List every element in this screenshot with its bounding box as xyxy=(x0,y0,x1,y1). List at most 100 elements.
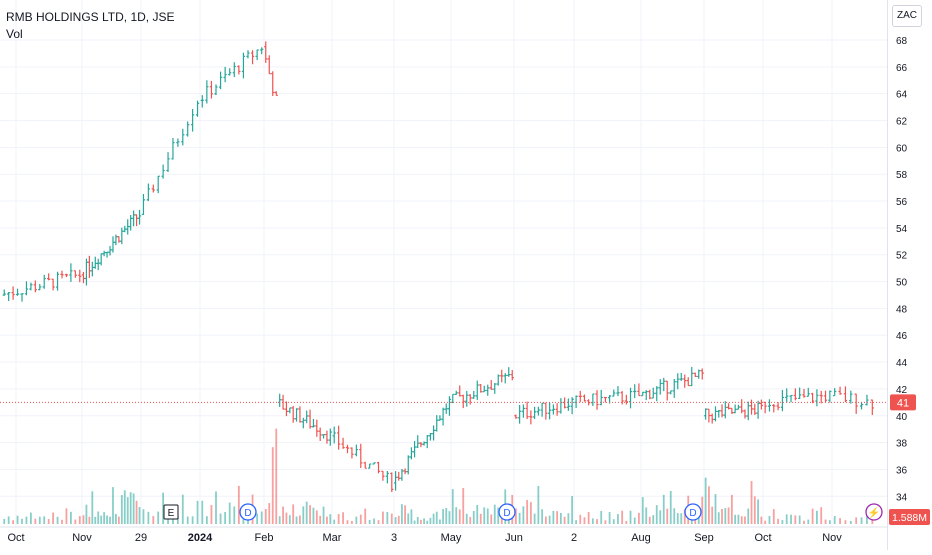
ohlc-bar xyxy=(655,386,659,402)
volume-bar xyxy=(233,506,236,524)
split-marker-circle[interactable] xyxy=(865,503,883,521)
x-tick-label: Sep xyxy=(694,532,714,544)
symbol-title[interactable]: RMB HOLDINGS LTD, 1D, JSE xyxy=(6,10,175,24)
volume-bar xyxy=(181,494,184,524)
ohlc-bar xyxy=(7,292,11,302)
volume-bar xyxy=(432,513,435,524)
dividend-marker-circle[interactable] xyxy=(684,503,702,521)
price-badges: 41 1.588M xyxy=(0,394,930,525)
volume-bar xyxy=(275,428,278,524)
x-tick-label: Nov xyxy=(822,532,842,544)
volume-bar xyxy=(608,511,611,524)
volume-bar xyxy=(563,516,566,524)
ohlc-bar xyxy=(819,390,823,404)
earnings-marker-label[interactable]: E xyxy=(168,508,175,519)
dividend-event-marker[interactable]: D xyxy=(684,503,702,521)
ohlc-bar xyxy=(458,385,462,397)
ohlc-bar xyxy=(228,68,232,76)
ohlc-bar xyxy=(859,402,864,410)
ohlc-bar xyxy=(29,282,33,291)
dividend-marker-label[interactable]: D xyxy=(244,508,251,519)
volume-bar xyxy=(237,485,240,524)
ohlc-bar xyxy=(540,402,544,417)
volume-bar xyxy=(423,518,425,524)
ohlc-bar xyxy=(24,281,29,296)
ohlc-bar xyxy=(815,389,819,407)
volume-bar xyxy=(855,517,858,524)
volume-bar xyxy=(680,513,683,524)
axis-labels: 34 36 38 40 42 44 46 48 50 52 54 56 58 60 62 64 66 68 Oct N… xyxy=(7,36,907,544)
volume-bar xyxy=(472,511,475,524)
ohlc-bar xyxy=(134,214,139,227)
split-event-marker[interactable]: ⚡ xyxy=(865,503,883,521)
ohlc-bar xyxy=(250,50,255,65)
volume-bar xyxy=(224,511,227,524)
ohlc-bar xyxy=(186,121,190,137)
y-tick-label: 60 xyxy=(896,143,908,154)
dividend-marker-label[interactable]: D xyxy=(503,508,510,519)
volume-bar xyxy=(74,519,77,524)
volume-bar xyxy=(490,514,493,524)
volume-bar xyxy=(575,520,577,524)
volume-bar xyxy=(382,511,384,524)
volume-bar xyxy=(368,519,371,524)
volume-bar xyxy=(355,516,358,524)
dividend-marker-label[interactable]: D xyxy=(689,508,696,519)
dividend-marker-circle[interactable] xyxy=(239,503,257,521)
volume-bar xyxy=(115,513,117,524)
ohlc-bar xyxy=(181,128,185,146)
volume-bar xyxy=(673,508,676,524)
ohlc-bar xyxy=(403,468,407,475)
volume-bar xyxy=(629,510,632,524)
ohlc-bar xyxy=(482,385,486,393)
volume-bar xyxy=(526,500,529,524)
dividend-event-marker[interactable]: D xyxy=(239,503,257,521)
last-price-badge: 41 xyxy=(897,397,909,409)
volume-bar xyxy=(404,505,406,524)
ohlc-bar xyxy=(267,55,271,75)
ohlc-bar xyxy=(772,403,776,413)
event-markers[interactable]: E D D D ⚡ xyxy=(163,503,883,521)
ohlc-bars xyxy=(2,41,874,492)
volume-indicator-label[interactable]: Vol xyxy=(6,27,23,41)
ohlc-bar xyxy=(451,393,455,404)
ohlc-bar xyxy=(78,269,82,283)
volume-bar xyxy=(790,514,792,524)
volume-bar xyxy=(256,513,259,524)
ohlc-bar xyxy=(166,152,170,172)
earnings-marker-box[interactable] xyxy=(163,504,179,520)
volume-bar xyxy=(465,513,468,524)
ohlc-bar xyxy=(854,393,858,414)
dividend-event-marker[interactable]: D xyxy=(498,503,516,521)
ohlc-bar xyxy=(47,273,51,281)
ohlc-bar xyxy=(99,253,103,266)
volume-bar xyxy=(587,512,590,524)
ohlc-bar xyxy=(566,398,570,411)
volume-bar xyxy=(785,514,788,524)
volume-bar xyxy=(106,515,108,524)
volume-bar xyxy=(410,509,413,524)
volume-bar xyxy=(288,515,291,524)
ohlc-bar xyxy=(865,394,869,406)
volume-bar xyxy=(794,515,797,524)
volume-bar xyxy=(579,514,582,524)
dividend-marker-circle[interactable] xyxy=(498,503,516,521)
ohlc-bar xyxy=(55,271,60,291)
volume-bar xyxy=(469,516,472,524)
volume-bar xyxy=(397,515,400,524)
ohlc-bar xyxy=(151,184,155,193)
ohlc-bar xyxy=(209,80,214,99)
earnings-event-marker[interactable]: E xyxy=(163,504,179,520)
currency-button[interactable]: ZAC xyxy=(892,5,922,27)
ohlc-bar xyxy=(15,288,20,296)
volume-bar xyxy=(772,509,775,524)
ohlc-bar xyxy=(637,383,641,397)
split-marker-label[interactable]: ⚡ xyxy=(868,506,880,519)
volume-bar xyxy=(285,512,288,524)
ohlc-bar xyxy=(84,258,89,286)
ohlc-bar xyxy=(359,443,363,468)
volume-bar xyxy=(196,500,199,524)
volume-bar xyxy=(448,511,451,524)
